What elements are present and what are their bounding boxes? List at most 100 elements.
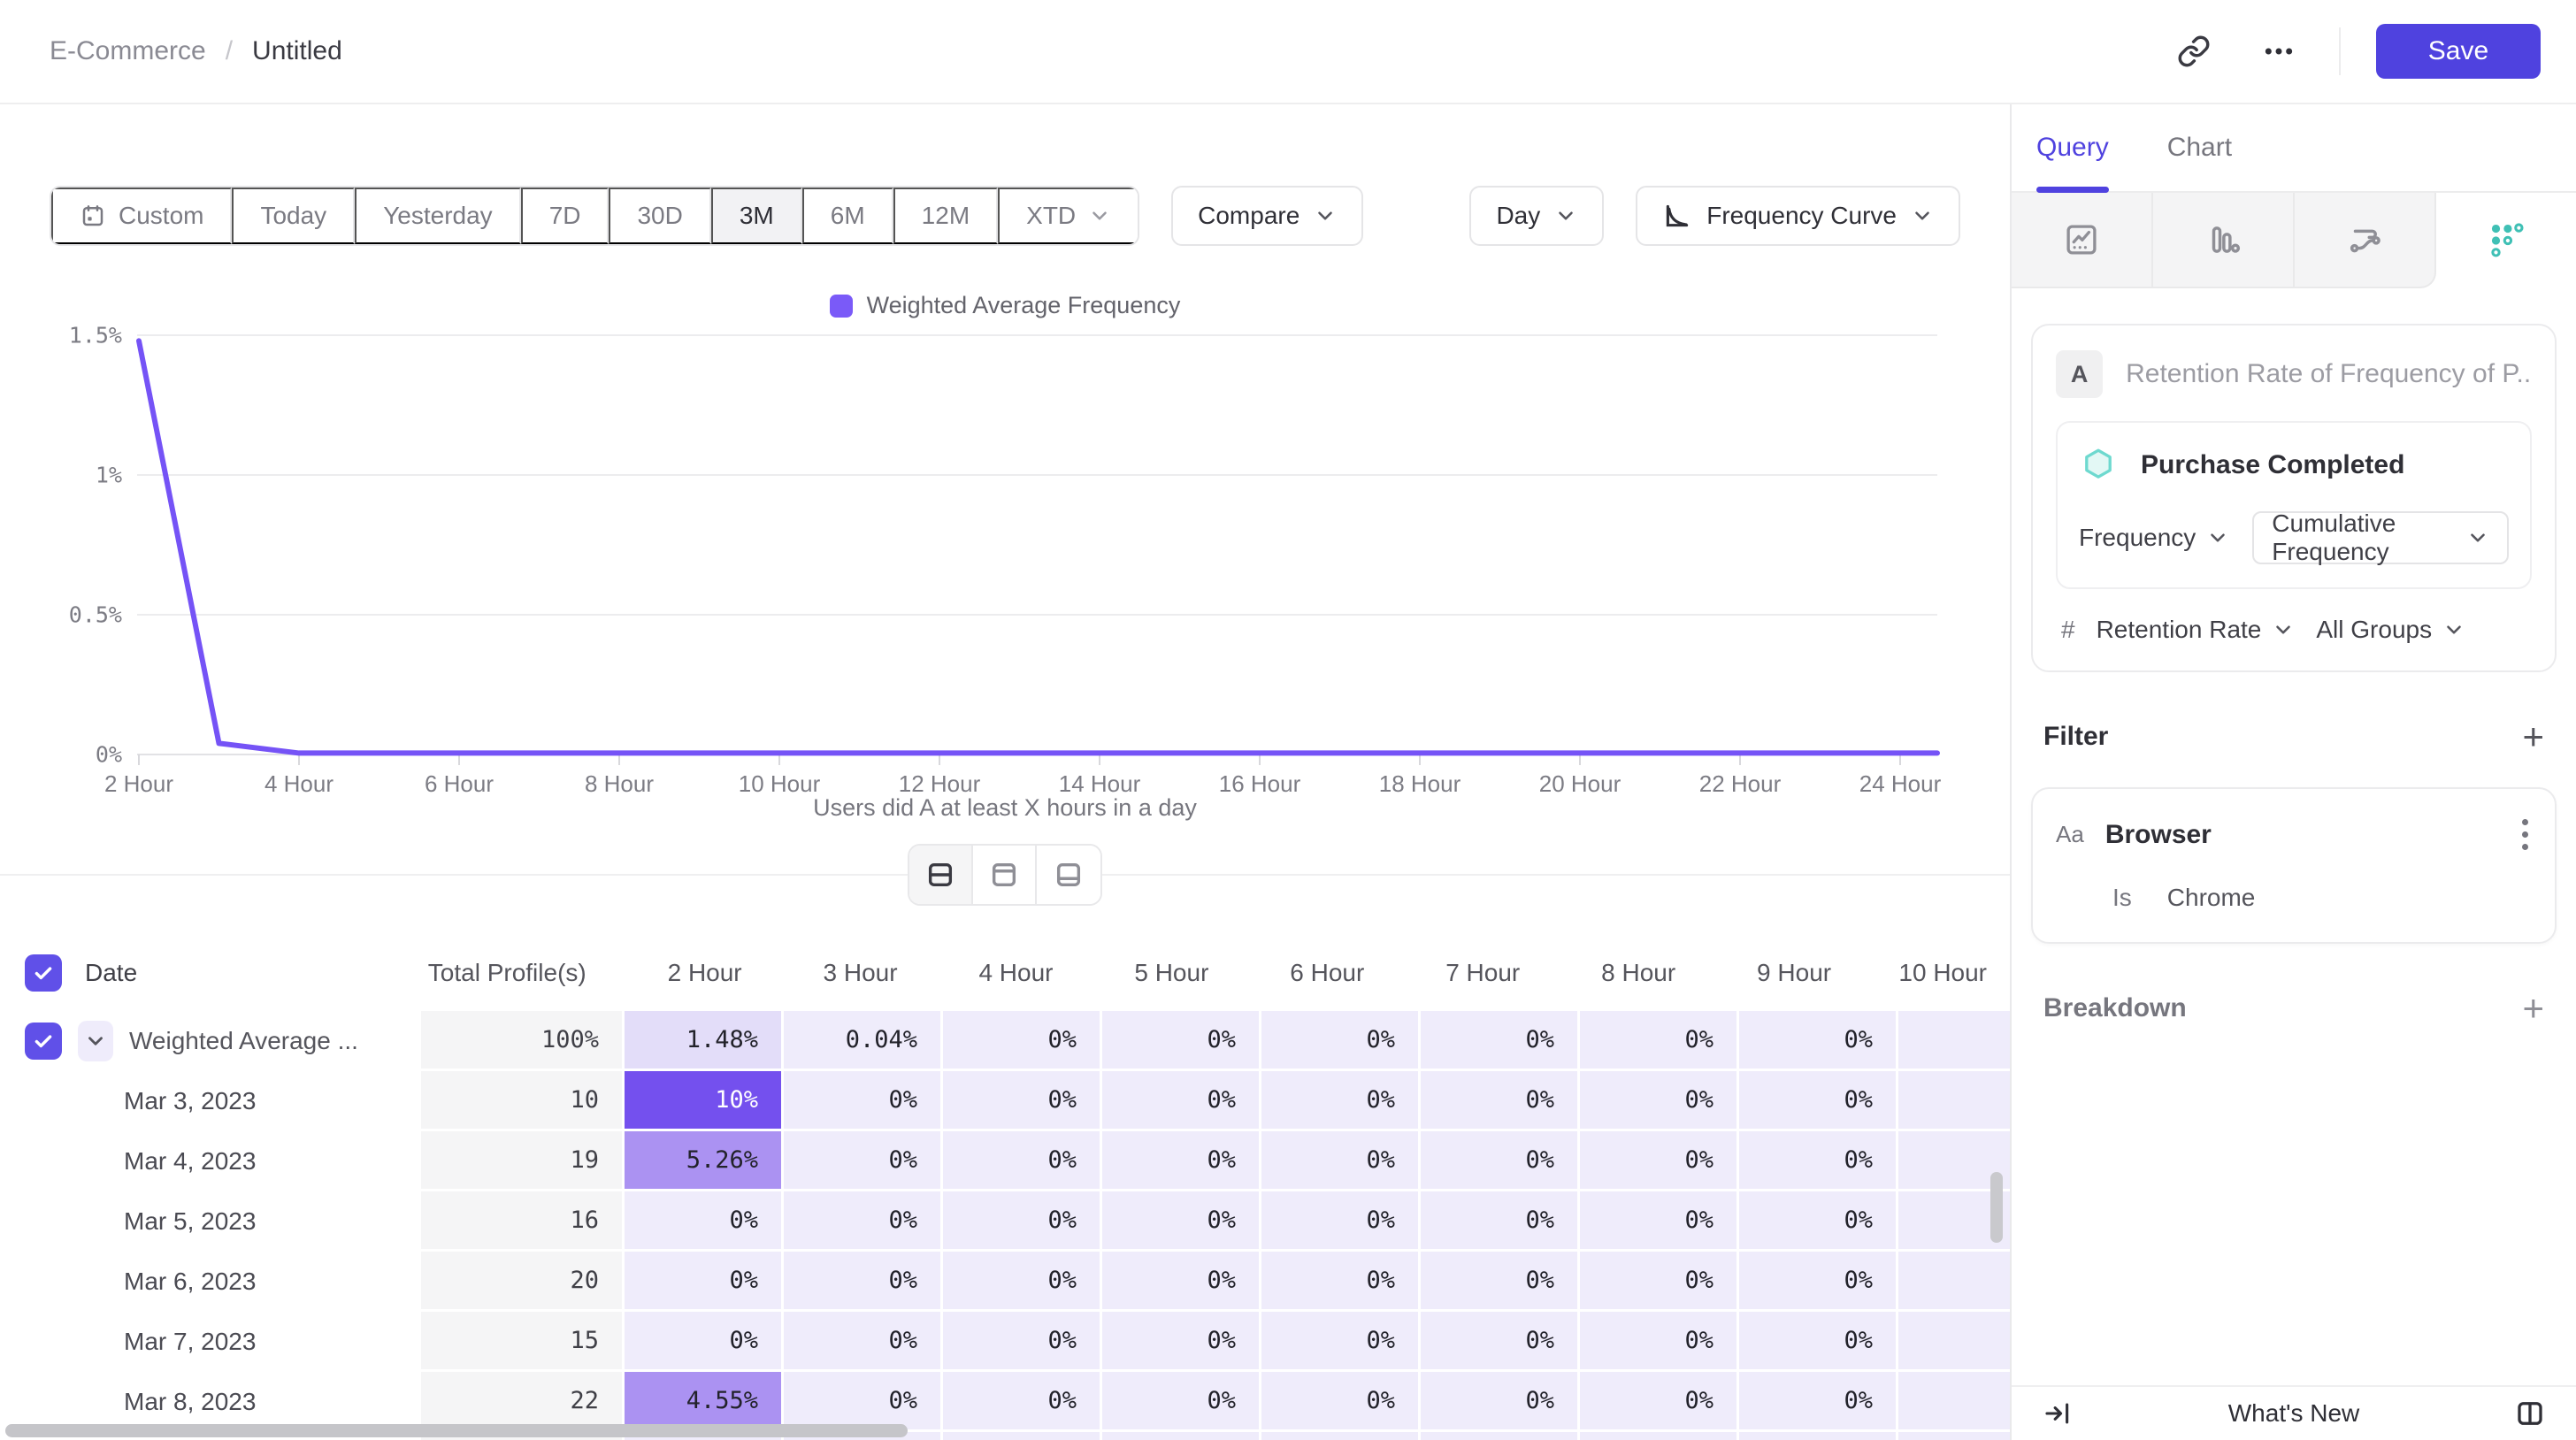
row-expander-chevron[interactable] [78, 1021, 113, 1061]
cumulative-frequency-dropdown[interactable]: Cumulative Frequency [2252, 509, 2509, 565]
row-value-cell: 0% [1421, 1011, 1580, 1071]
row-total-cell: 100% [421, 1011, 625, 1071]
select-all-checkbox[interactable] [25, 954, 62, 992]
row-value-cell: 0% [1580, 1071, 1739, 1131]
copy-link-icon[interactable] [2169, 27, 2219, 76]
row-value-cell: 0% [1580, 1252, 1739, 1312]
filter-menu-icon[interactable] [2518, 816, 2532, 854]
row-total-cell: 20 [421, 1252, 625, 1312]
table-row: Mar 8, 2023 22 4.55% 0% 0% 0% 0% 0% 0% 0% [0, 1372, 2010, 1432]
tab-query[interactable]: Query [2036, 104, 2109, 193]
horizontal-scrollbar[interactable] [5, 1424, 908, 1437]
range-7d-button[interactable]: 7D [520, 188, 610, 244]
range-6m-button[interactable]: 6M [801, 188, 893, 244]
range-yesterday-button[interactable]: Yesterday [355, 188, 521, 244]
row-value-cell: 4.55% [625, 1372, 784, 1432]
range-today-button[interactable]: Today [232, 188, 356, 244]
row-value-cell: 0% [1580, 1011, 1739, 1071]
chart-view-dropdown[interactable]: Frequency Curve [1636, 186, 1960, 246]
row-value-cell: 0% [1739, 1191, 1898, 1252]
hour-column-header: 4 Hour [920, 942, 1077, 1004]
event-hexagon-icon [2085, 448, 2112, 479]
filter-operator[interactable]: Is [2112, 884, 2132, 911]
breadcrumb: E-Commerce / Untitled [50, 36, 342, 66]
row-value-cell: 0% [784, 1131, 943, 1191]
whats-new-link[interactable]: What's New [2227, 1399, 2360, 1427]
x-tick-label: 12 Hour [898, 770, 981, 797]
layout-chart-view-button[interactable] [973, 846, 1037, 904]
row-total-cell: 10 [421, 1071, 625, 1131]
layout-toggle-row [0, 844, 2010, 906]
add-breakdown-button[interactable]: + [2522, 987, 2544, 1029]
row-value-cell: 0% [1261, 1131, 1421, 1191]
property-type-badge: Aa [2056, 821, 2084, 847]
hour-column-header: 5 Hour [1076, 942, 1232, 1004]
add-filter-button[interactable]: + [2522, 716, 2544, 757]
range-3m-button[interactable]: 3M [710, 188, 802, 244]
insights-icon[interactable] [2012, 193, 2153, 288]
measure-dropdown[interactable]: Retention Rate [2097, 616, 2296, 644]
filter-property[interactable]: Browser [2104, 819, 2212, 849]
check-icon [34, 967, 52, 980]
filter-value[interactable]: Chrome [2166, 884, 2256, 911]
row-value-cell: 0% [1739, 1312, 1898, 1372]
x-tick-label: 14 Hour [1058, 770, 1141, 797]
panel-footer: What's New [2012, 1385, 2576, 1440]
table-row: Mar 4, 2023 19 5.26% 0% 0% 0% 0% 0% 0% 0% [0, 1131, 2010, 1191]
row-value-cell: 0% [1102, 1252, 1261, 1312]
range-12m-button[interactable]: 12M [893, 188, 999, 244]
granularity-dropdown[interactable]: Day [1469, 186, 1605, 246]
side-by-side-icon[interactable] [2511, 1394, 2549, 1433]
row-value-cell: 0% [1580, 1191, 1739, 1252]
row-value-cell: 0% [1421, 1372, 1580, 1432]
layout-toggle-group [908, 844, 1102, 906]
funnel-icon[interactable] [2153, 193, 2295, 288]
save-button[interactable]: Save [2376, 24, 2541, 79]
legend-swatch [829, 294, 853, 318]
row-label: Mar 3, 2023 [124, 1087, 257, 1114]
compare-button[interactable]: Compare [1171, 186, 1364, 246]
hour-column-header: 6 Hour [1231, 942, 1388, 1004]
chart-legend[interactable]: Weighted Average Frequency [0, 292, 2010, 319]
groups-dropdown[interactable]: All Groups [2316, 616, 2465, 644]
chevron-down-icon [1318, 211, 1333, 220]
table-header-row: Date Total Profile(s) 2 Hour 3 Hour 4 Hour… [0, 942, 2010, 1004]
layout-table-view-button[interactable] [1037, 846, 1100, 904]
calendar-icon [82, 205, 104, 226]
retention-icon[interactable] [2436, 193, 2576, 288]
row-value-cell: 0% [784, 1312, 943, 1372]
tab-chart[interactable]: Chart [2166, 133, 2233, 162]
row-value-cell: 0% [1421, 1131, 1580, 1191]
more-options-icon[interactable] [2254, 27, 2304, 76]
row-value-cell-clipped [1898, 1071, 2010, 1131]
row-value-cell [1739, 1432, 1898, 1440]
layout-split-view-button[interactable] [909, 846, 973, 904]
flows-icon[interactable] [2295, 193, 2436, 288]
row-value-cell: 0% [1102, 1372, 1261, 1432]
row-label: Mar 6, 2023 [124, 1268, 257, 1295]
row-value-cell: 0% [1261, 1011, 1421, 1071]
vertical-scrollbar[interactable] [1990, 1172, 2003, 1243]
x-tick-label: 24 Hour [1859, 770, 1942, 797]
breadcrumb-report-title[interactable]: Untitled [252, 36, 342, 65]
query-title-input[interactable]: Retention Rate of Frequency of P... [2126, 359, 2532, 388]
row-checkbox[interactable] [25, 1023, 62, 1060]
collapse-panel-icon[interactable] [2038, 1394, 2077, 1433]
panel-tabs: Query Chart [2012, 104, 2576, 193]
range-xtd-button[interactable]: XTD [998, 188, 1138, 244]
row-date-cell: Mar 3, 2023 [0, 1071, 421, 1131]
chevron-down-icon [1092, 211, 1107, 220]
row-total-cell: 16 [421, 1191, 625, 1252]
row-value-cell: 0% [1261, 1372, 1421, 1432]
row-value-cell: 0% [1102, 1071, 1261, 1131]
range-30d-button[interactable]: 30D [609, 188, 711, 244]
range-custom-button[interactable]: Custom [51, 188, 233, 244]
chevron-down-icon [2211, 533, 2226, 542]
frequency-curve-line [136, 338, 1940, 756]
row-value-cell: 0% [1421, 1312, 1580, 1372]
hour-column-header: 10 Hour [1854, 942, 2010, 1004]
breadcrumb-project[interactable]: E-Commerce [50, 36, 206, 65]
event-name[interactable]: Purchase Completed [2141, 450, 2405, 479]
row-value-cell: 0% [943, 1071, 1102, 1131]
frequency-dropdown[interactable]: Frequency [2079, 524, 2229, 552]
